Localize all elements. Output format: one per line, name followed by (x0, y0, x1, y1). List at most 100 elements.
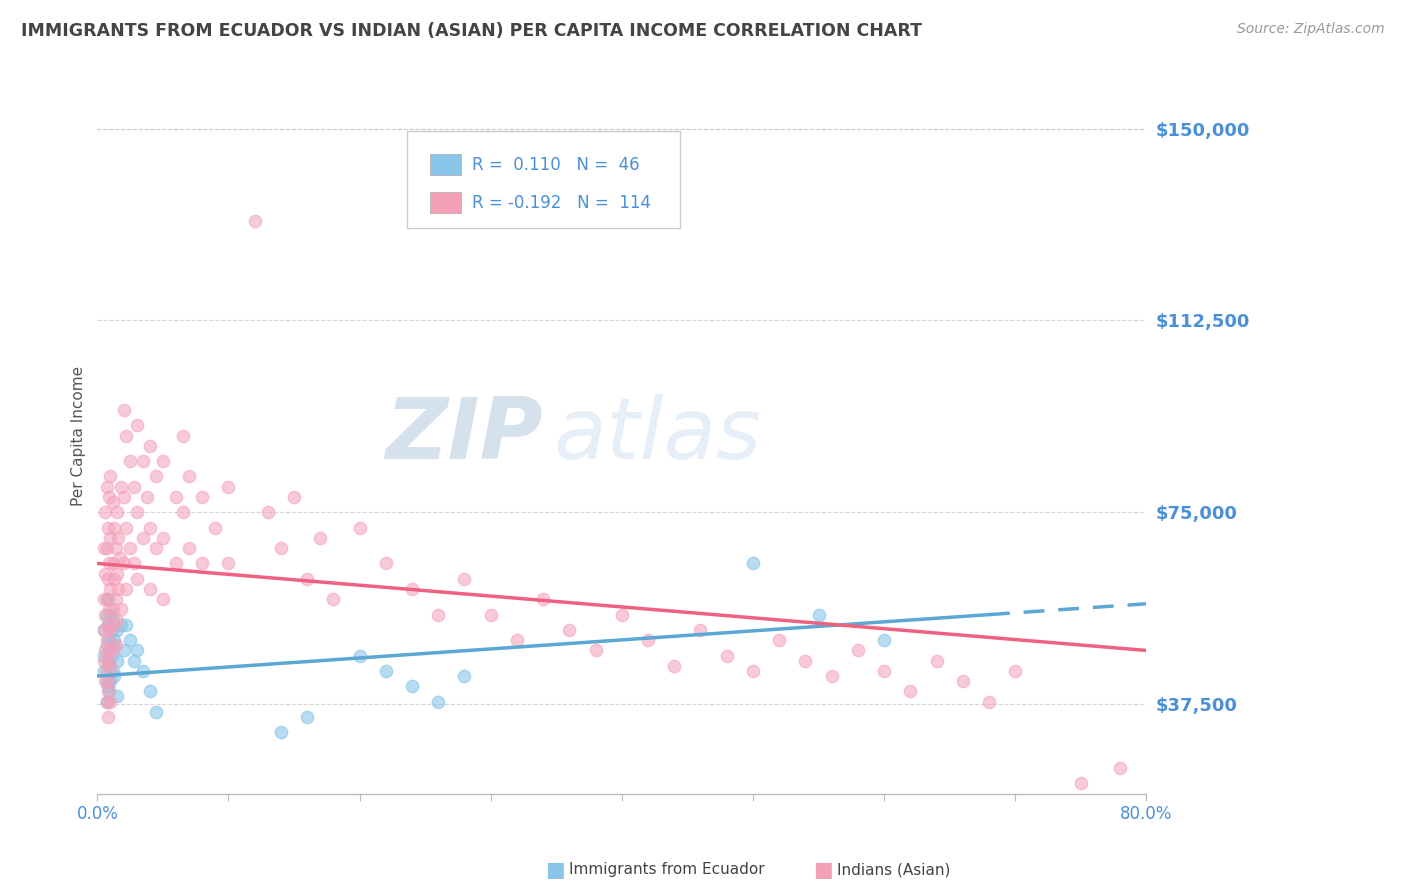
Point (152, 531, 174, 545)
Text: Indians (Asian): Indians (Asian) (837, 863, 950, 877)
Point (97, 592, 120, 607)
Point (349, 648, 371, 663)
Point (96, 480, 118, 494)
Point (94, 607, 117, 622)
FancyBboxPatch shape (430, 192, 461, 213)
Point (152, 454, 174, 468)
Point (115, 428, 138, 442)
Text: ZIP: ZIP (385, 394, 543, 477)
Point (427, 695, 450, 709)
Point (107, 531, 129, 545)
Point (103, 572, 125, 586)
Point (105, 505, 128, 519)
Point (98, 674, 121, 689)
Point (94, 643, 117, 657)
Point (103, 669, 125, 683)
Point (110, 480, 132, 494)
Point (453, 572, 475, 586)
Point (243, 213, 266, 227)
Point (97, 618, 120, 632)
Point (96, 633, 118, 648)
Point (374, 557, 396, 571)
Point (1070, 776, 1092, 790)
Point (98, 602, 121, 616)
Point (101, 638, 124, 652)
Point (172, 505, 194, 519)
Point (664, 658, 686, 673)
Text: R =  0.110   N =  46: R = 0.110 N = 46 (472, 156, 640, 174)
Point (558, 623, 581, 637)
Point (112, 490, 135, 504)
Point (101, 495, 124, 509)
Point (125, 418, 148, 433)
Point (172, 428, 194, 442)
Point (427, 607, 450, 622)
Point (100, 643, 122, 657)
Point (97, 710, 120, 724)
Point (820, 669, 842, 683)
Point (110, 618, 132, 632)
Point (925, 654, 948, 668)
Point (103, 521, 125, 535)
Point (108, 551, 131, 566)
Text: R = -0.192   N =  114: R = -0.192 N = 114 (472, 194, 651, 211)
Point (179, 541, 201, 555)
Point (309, 531, 332, 545)
Point (145, 541, 167, 555)
Point (103, 618, 125, 632)
Point (256, 505, 278, 519)
Point (100, 623, 122, 637)
Point (107, 582, 129, 596)
Point (165, 557, 187, 571)
Point (1109, 761, 1132, 775)
Point (98, 643, 121, 657)
Point (104, 592, 127, 607)
Point (97, 654, 120, 668)
Point (94, 566, 117, 581)
Point (295, 572, 318, 586)
Point (610, 607, 633, 622)
Point (139, 582, 162, 596)
Point (98, 684, 121, 698)
Point (585, 643, 607, 657)
Point (401, 679, 423, 693)
Point (96, 674, 118, 689)
Point (191, 490, 214, 504)
Point (873, 633, 896, 648)
Point (96, 607, 118, 622)
Point (112, 403, 135, 417)
Point (93, 541, 115, 555)
Point (105, 623, 128, 637)
Point (97, 684, 120, 698)
Point (506, 633, 529, 648)
FancyBboxPatch shape (406, 131, 679, 227)
Text: IMMIGRANTS FROM ECUADOR VS INDIAN (ASIAN) PER CAPITA INCOME CORRELATION CHART: IMMIGRANTS FROM ECUADOR VS INDIAN (ASIAN… (21, 22, 922, 40)
Point (716, 648, 738, 663)
Point (479, 607, 502, 622)
Point (179, 469, 201, 483)
Point (98, 633, 121, 648)
Point (101, 643, 124, 657)
Point (349, 521, 371, 535)
Point (96, 638, 118, 652)
Point (100, 648, 122, 663)
Point (93, 623, 115, 637)
Point (145, 469, 167, 483)
Point (100, 582, 122, 596)
Point (93, 664, 115, 678)
Point (101, 602, 124, 616)
Point (120, 541, 142, 555)
Point (120, 454, 142, 468)
Point (191, 557, 214, 571)
Point (97, 679, 120, 693)
Point (374, 664, 396, 678)
Point (110, 602, 132, 616)
Point (104, 638, 127, 652)
Point (100, 623, 122, 637)
Point (104, 541, 127, 555)
Point (204, 521, 226, 535)
Point (794, 654, 817, 668)
Point (96, 695, 118, 709)
Point (768, 633, 790, 648)
Text: Immigrants from Ecuador: Immigrants from Ecuador (569, 863, 765, 877)
